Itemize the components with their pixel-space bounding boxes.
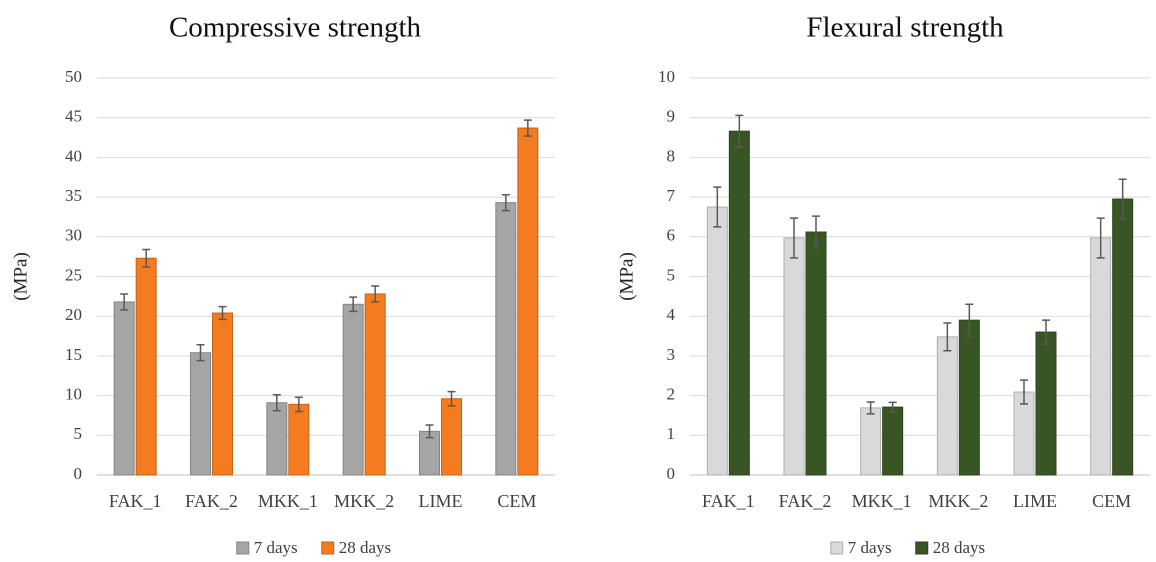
y-axis-label: (MPa) xyxy=(10,252,31,301)
bar xyxy=(860,407,882,476)
legend-label: 7 days xyxy=(254,538,298,557)
error-bar xyxy=(1096,217,1105,259)
y-tick-label: 25 xyxy=(65,265,82,284)
x-tick-label: FAK_2 xyxy=(185,491,238,511)
error-bar xyxy=(1042,319,1050,345)
bar xyxy=(495,202,517,476)
y-tick-label: 3 xyxy=(667,345,676,364)
y-tick-label: 30 xyxy=(65,226,82,245)
bar xyxy=(958,319,980,476)
bar xyxy=(266,402,288,476)
bar xyxy=(135,257,157,476)
x-tick-label: FAK_1 xyxy=(109,491,162,511)
error-bar xyxy=(371,285,380,303)
error-bar xyxy=(790,217,798,259)
x-tick-label: MKK_1 xyxy=(258,491,318,511)
bar xyxy=(936,336,958,476)
y-tick-label: 7 xyxy=(667,186,676,205)
y-tick-label: 5 xyxy=(667,265,676,284)
error-bar xyxy=(523,119,532,137)
legend-label: 28 days xyxy=(339,538,391,557)
bar xyxy=(113,301,135,476)
x-tick-label: LIME xyxy=(419,491,463,511)
bar xyxy=(1112,198,1134,476)
y-tick-label: 35 xyxy=(65,186,82,205)
y-tick-label: 9 xyxy=(667,107,676,126)
error-bar xyxy=(425,424,434,439)
bar xyxy=(728,130,750,476)
y-tick-label: 45 xyxy=(65,107,82,126)
legend-label: 7 days xyxy=(848,538,892,557)
y-axis-label: (MPa) xyxy=(616,252,637,301)
bar xyxy=(1090,237,1112,476)
x-tick-label: CEM xyxy=(1092,491,1131,511)
bar xyxy=(190,352,211,476)
error-bar xyxy=(294,396,303,413)
y-tick-label: 6 xyxy=(667,226,676,245)
bar xyxy=(364,293,386,476)
y-tick-label: 20 xyxy=(65,305,82,324)
error-bar xyxy=(965,303,974,337)
y-tick-label: 1 xyxy=(667,424,676,443)
y-tick-label: 0 xyxy=(74,464,83,483)
y-tick-label: 4 xyxy=(667,305,676,324)
bar xyxy=(441,398,462,476)
legend-swatch xyxy=(915,541,929,555)
y-tick-label: 8 xyxy=(667,146,676,165)
x-tick-label: LIME xyxy=(1013,491,1057,511)
error-bar xyxy=(888,401,897,413)
bar xyxy=(805,231,827,476)
error-bar xyxy=(812,215,820,249)
chart-title: Flexural strength xyxy=(806,12,1004,44)
error-bar xyxy=(447,390,456,407)
bar xyxy=(882,406,904,476)
legend-swatch xyxy=(236,541,250,555)
y-tick-label: 2 xyxy=(667,385,676,404)
y-tick-label: 15 xyxy=(65,345,82,364)
error-bar xyxy=(142,248,151,268)
error-bar xyxy=(196,344,205,362)
y-tick-label: 0 xyxy=(667,464,676,483)
bar xyxy=(706,206,728,476)
error-bar xyxy=(943,322,952,352)
error-bar xyxy=(501,193,510,212)
y-tick-label: 10 xyxy=(658,67,675,86)
error-bar xyxy=(1020,379,1028,405)
error-bar xyxy=(1118,178,1127,220)
legend-swatch xyxy=(321,541,335,555)
error-bar xyxy=(349,296,358,313)
y-tick-label: 5 xyxy=(74,424,83,443)
error-bar xyxy=(866,401,875,415)
legend-label: 28 days xyxy=(933,538,985,557)
legend-swatch xyxy=(830,541,844,555)
y-tick-label: 50 xyxy=(65,67,82,86)
x-tick-label: FAK_1 xyxy=(702,491,755,511)
error-bar xyxy=(713,186,722,228)
x-tick-label: CEM xyxy=(497,491,536,511)
bar xyxy=(1035,331,1057,476)
x-tick-label: FAK_2 xyxy=(779,491,832,511)
error-bar xyxy=(218,305,227,321)
y-tick-label: 40 xyxy=(65,146,82,165)
error-bar xyxy=(272,394,281,412)
x-tick-label: MKK_2 xyxy=(334,491,394,511)
x-tick-label: MKK_1 xyxy=(852,491,912,511)
bar xyxy=(342,303,364,476)
y-tick-label: 10 xyxy=(65,385,82,404)
bar xyxy=(783,237,805,476)
bar xyxy=(288,403,310,476)
x-tick-label: MKK_2 xyxy=(928,491,988,511)
bar xyxy=(212,312,233,476)
error-bar xyxy=(120,293,129,311)
error-bar xyxy=(735,114,744,148)
bar xyxy=(517,127,539,476)
chart-title: Compressive strength xyxy=(169,12,422,44)
